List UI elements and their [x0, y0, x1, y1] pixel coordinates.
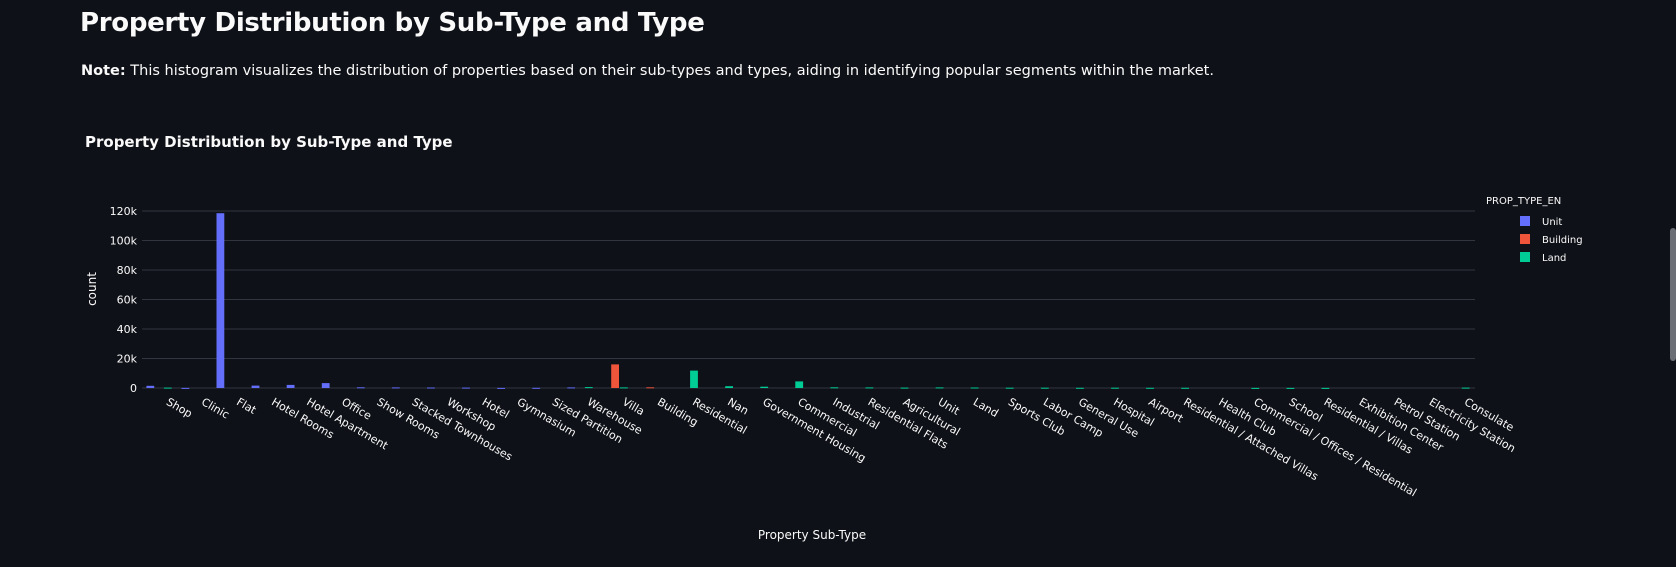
- bar-land-12[interactable]: [584, 387, 593, 389]
- bar-land-24[interactable]: [1005, 387, 1014, 389]
- x-tick-label: Flat: [234, 395, 259, 417]
- chart-container[interactable]: Property Distribution by Sub-Type and Ty…: [0, 110, 1676, 563]
- page-scrollbar[interactable]: [1670, 228, 1676, 361]
- bar-land-0[interactable]: [163, 387, 172, 389]
- legend-item-land[interactable]: Land: [1542, 253, 1566, 264]
- legend: PROP_TYPE_EN Unit Building Land: [1486, 196, 1583, 264]
- bar-land-22[interactable]: [935, 387, 944, 389]
- bar-land-26[interactable]: [1076, 387, 1084, 389]
- bar-unit-2[interactable]: [216, 213, 225, 388]
- bar-land-28[interactable]: [1146, 387, 1154, 389]
- bar-land-13[interactable]: [620, 387, 628, 389]
- bar-unit-12[interactable]: [567, 387, 576, 389]
- x-tick-label: Land: [971, 395, 1001, 420]
- y-tick-label: 40k: [117, 323, 138, 336]
- page-title: Property Distribution by Sub-Type and Ty…: [80, 8, 705, 38]
- bar-land-15[interactable]: [690, 370, 698, 388]
- bar-unit-11[interactable]: [532, 387, 541, 389]
- bar-land-20[interactable]: [865, 387, 874, 389]
- bar-land-18[interactable]: [795, 381, 804, 388]
- bar-unit-10[interactable]: [497, 387, 505, 389]
- y-tick-label: 0: [130, 382, 137, 395]
- legend-title: PROP_TYPE_EN: [1486, 196, 1561, 207]
- bar-land-27[interactable]: [1111, 387, 1119, 389]
- legend-item-unit[interactable]: Unit: [1542, 217, 1562, 228]
- bar-unit-9[interactable]: [462, 387, 470, 389]
- bar-building-14[interactable]: [646, 387, 655, 389]
- bar-unit-5[interactable]: [321, 383, 330, 388]
- x-tick-label: Shop: [164, 395, 194, 420]
- bar-land-21[interactable]: [900, 387, 909, 389]
- bar-land-37[interactable]: [1461, 387, 1470, 389]
- bar-unit-6[interactable]: [356, 387, 365, 389]
- y-tick-label: 120k: [110, 205, 138, 218]
- bar-unit-4[interactable]: [286, 384, 295, 388]
- bar-land-31[interactable]: [1251, 387, 1260, 389]
- note-paragraph: Note: This histogram visualizes the dist…: [81, 63, 1214, 79]
- legend-item-building[interactable]: Building: [1542, 235, 1583, 246]
- bar-land-25[interactable]: [1040, 387, 1049, 389]
- bar-unit-8[interactable]: [427, 387, 435, 389]
- bar-unit-7[interactable]: [391, 387, 400, 389]
- note-text: This histogram visualizes the distributi…: [125, 63, 1214, 79]
- bar-land-23[interactable]: [970, 387, 979, 389]
- bar-unit-0[interactable]: [146, 385, 155, 388]
- x-tick-label: Clinic: [199, 395, 231, 421]
- chart-title: Property Distribution by Sub-Type and Ty…: [85, 133, 453, 151]
- bar-land-32[interactable]: [1286, 387, 1295, 389]
- bar-land-19[interactable]: [830, 387, 839, 389]
- y-tick-label: 100k: [110, 235, 138, 248]
- y-tick-label: 20k: [117, 353, 138, 366]
- bar-chart[interactable]: Property Distribution by Sub-Type and Ty…: [0, 110, 1676, 563]
- bar-land-16[interactable]: [725, 386, 733, 388]
- bar-land-29[interactable]: [1181, 387, 1189, 389]
- legend-swatch-building[interactable]: [1520, 234, 1530, 244]
- bar-land-33[interactable]: [1321, 387, 1330, 389]
- bar-unit-1[interactable]: [181, 387, 190, 389]
- y-tick-label: 60k: [117, 294, 138, 307]
- legend-swatch-land[interactable]: [1520, 252, 1530, 262]
- note-label: Note:: [81, 63, 126, 79]
- x-axis-label: Property Sub-Type: [758, 528, 866, 542]
- legend-swatch-unit[interactable]: [1520, 216, 1530, 226]
- y-axis-label: count: [85, 272, 99, 306]
- bar-building-13[interactable]: [611, 364, 619, 388]
- y-tick-label: 80k: [117, 264, 138, 277]
- bar-land-17[interactable]: [760, 386, 769, 388]
- bar-unit-3[interactable]: [251, 385, 260, 388]
